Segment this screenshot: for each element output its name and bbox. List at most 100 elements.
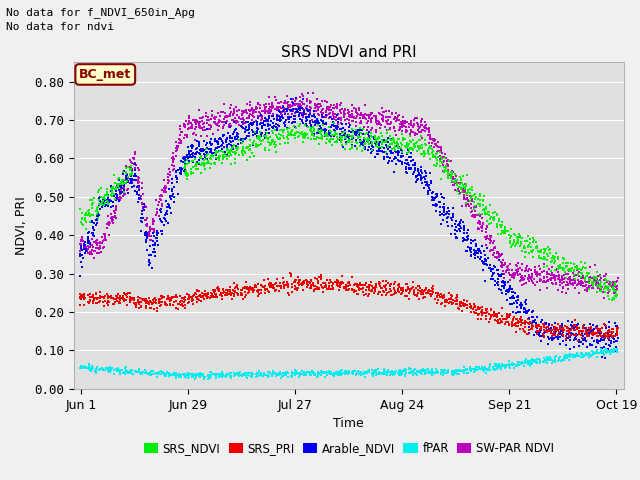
- Point: [165, 370, 175, 378]
- Point: [455, 222, 465, 229]
- Point: [502, 310, 512, 317]
- Point: [135, 369, 145, 377]
- Point: [417, 367, 427, 374]
- Point: [425, 142, 435, 150]
- Point: [429, 144, 440, 151]
- Point: [236, 136, 246, 144]
- Point: [362, 117, 372, 125]
- Point: [408, 290, 419, 298]
- Point: [390, 109, 401, 117]
- Point: [247, 107, 257, 114]
- Point: [484, 261, 495, 269]
- Point: [111, 196, 122, 204]
- Point: [381, 137, 391, 144]
- Point: [489, 216, 499, 224]
- Point: [301, 131, 311, 138]
- Point: [438, 203, 449, 211]
- Point: [120, 176, 131, 184]
- Point: [520, 320, 530, 328]
- Point: [214, 155, 224, 162]
- Point: [301, 114, 311, 122]
- Point: [236, 371, 246, 379]
- Point: [607, 296, 617, 303]
- Point: [408, 283, 419, 291]
- Point: [76, 236, 86, 243]
- Point: [147, 298, 157, 306]
- Point: [102, 193, 113, 201]
- Point: [348, 128, 358, 135]
- Point: [257, 115, 267, 122]
- Point: [355, 124, 365, 132]
- Point: [225, 370, 236, 377]
- Point: [365, 140, 376, 147]
- Point: [265, 109, 275, 117]
- Point: [87, 364, 97, 372]
- Point: [77, 209, 87, 216]
- Point: [115, 183, 125, 191]
- Point: [609, 346, 619, 353]
- Point: [550, 266, 560, 274]
- Point: [444, 300, 454, 307]
- Point: [458, 234, 468, 241]
- Point: [438, 291, 449, 299]
- Point: [525, 240, 535, 247]
- Point: [343, 370, 353, 377]
- Point: [401, 127, 412, 134]
- Point: [470, 366, 481, 373]
- Point: [364, 112, 374, 120]
- Point: [210, 118, 220, 126]
- Point: [470, 303, 480, 311]
- Point: [339, 108, 349, 115]
- Point: [468, 304, 479, 312]
- Point: [151, 234, 161, 242]
- Point: [80, 364, 90, 372]
- Point: [87, 241, 97, 249]
- Point: [428, 288, 438, 295]
- Point: [490, 312, 500, 320]
- Point: [426, 291, 436, 299]
- Point: [264, 288, 275, 296]
- Point: [582, 328, 592, 336]
- Point: [387, 368, 397, 376]
- Point: [534, 329, 544, 337]
- Point: [385, 120, 396, 128]
- Point: [453, 366, 463, 373]
- Point: [586, 351, 596, 359]
- Point: [305, 126, 316, 134]
- Point: [207, 151, 217, 159]
- Point: [358, 140, 369, 147]
- Point: [182, 156, 192, 164]
- Point: [198, 147, 208, 155]
- Point: [371, 366, 381, 374]
- Point: [580, 260, 590, 267]
- Point: [528, 253, 538, 261]
- Point: [471, 363, 481, 371]
- Point: [520, 280, 530, 288]
- Point: [353, 369, 363, 377]
- Point: [326, 132, 336, 140]
- Point: [306, 121, 316, 129]
- Point: [205, 145, 216, 153]
- Point: [172, 370, 182, 377]
- Point: [603, 292, 613, 300]
- Point: [99, 302, 109, 310]
- Point: [77, 254, 88, 262]
- Point: [584, 278, 594, 286]
- Point: [207, 112, 217, 120]
- Point: [601, 324, 611, 332]
- Point: [238, 144, 248, 151]
- Point: [245, 107, 255, 115]
- Point: [354, 282, 364, 289]
- Point: [532, 324, 542, 332]
- Point: [554, 320, 564, 328]
- Point: [81, 245, 91, 253]
- Point: [164, 370, 174, 377]
- Point: [310, 103, 321, 111]
- Point: [122, 189, 132, 197]
- Point: [557, 325, 568, 333]
- Point: [598, 273, 609, 280]
- Point: [599, 343, 609, 351]
- Point: [572, 282, 582, 289]
- Point: [344, 120, 354, 127]
- Point: [485, 215, 495, 223]
